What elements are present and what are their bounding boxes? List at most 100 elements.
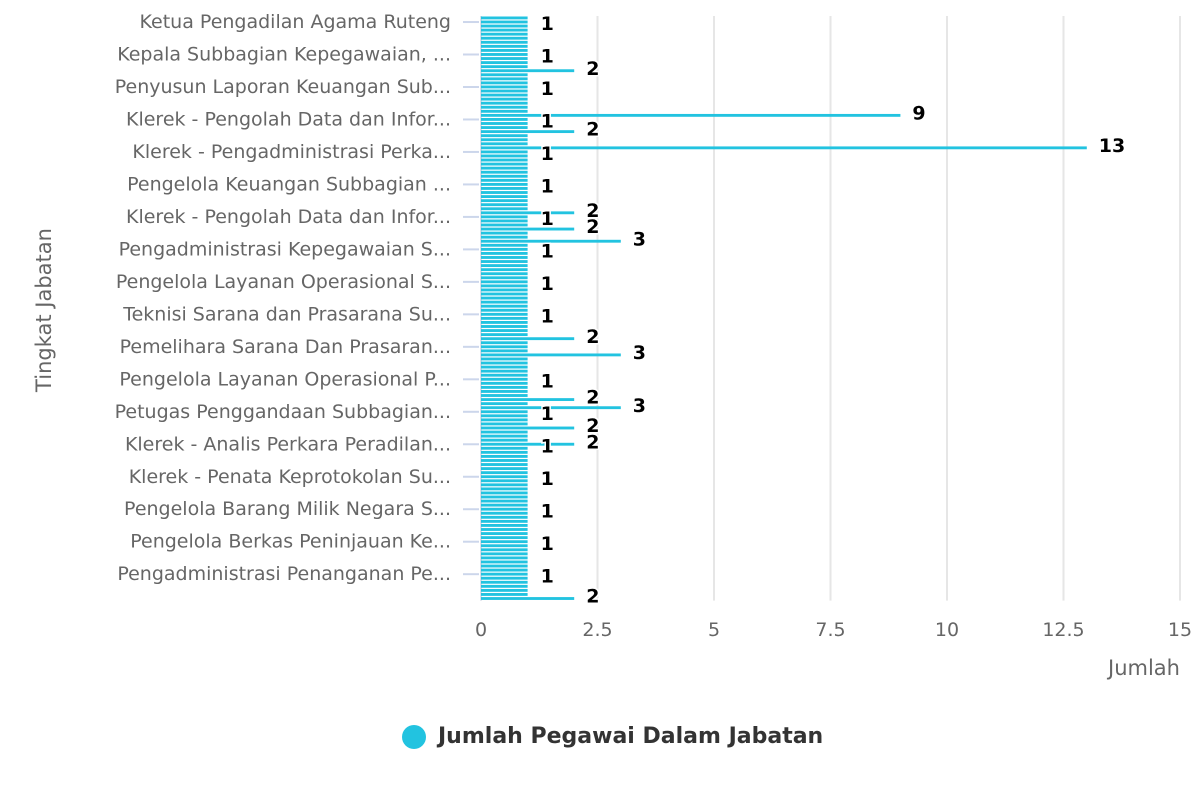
bar[interactable] bbox=[481, 560, 528, 564]
bar[interactable] bbox=[481, 532, 528, 535]
bar[interactable] bbox=[481, 454, 528, 458]
bar[interactable] bbox=[481, 410, 528, 414]
bar[interactable] bbox=[481, 381, 528, 385]
bar[interactable] bbox=[481, 337, 575, 341]
bar[interactable] bbox=[481, 564, 528, 568]
bar[interactable] bbox=[481, 528, 528, 531]
bar[interactable] bbox=[481, 231, 528, 235]
bar[interactable] bbox=[481, 296, 528, 300]
bar[interactable] bbox=[481, 109, 528, 113]
bar[interactable] bbox=[481, 524, 528, 527]
bar[interactable] bbox=[481, 150, 528, 154]
bar[interactable] bbox=[481, 487, 528, 491]
bar[interactable] bbox=[481, 434, 528, 438]
bar[interactable] bbox=[481, 418, 528, 422]
bar[interactable] bbox=[481, 280, 528, 284]
bar[interactable] bbox=[481, 268, 528, 272]
bar[interactable] bbox=[481, 390, 528, 393]
bar[interactable] bbox=[481, 373, 528, 377]
bar[interactable] bbox=[481, 105, 528, 109]
bar[interactable] bbox=[481, 170, 528, 174]
bar[interactable] bbox=[481, 450, 528, 454]
bar[interactable] bbox=[481, 349, 528, 353]
bar[interactable] bbox=[481, 28, 528, 32]
bar[interactable] bbox=[481, 219, 528, 223]
bar[interactable] bbox=[481, 178, 528, 182]
bar[interactable] bbox=[481, 77, 528, 81]
bar[interactable] bbox=[481, 97, 528, 101]
bar[interactable] bbox=[481, 207, 528, 211]
bar[interactable] bbox=[481, 276, 528, 280]
bar[interactable] bbox=[481, 503, 528, 507]
bar[interactable] bbox=[481, 227, 575, 231]
bar[interactable] bbox=[481, 182, 528, 186]
bar[interactable] bbox=[481, 552, 528, 556]
bar[interactable] bbox=[481, 385, 528, 389]
bar[interactable] bbox=[481, 288, 528, 292]
bar[interactable] bbox=[481, 154, 528, 158]
bar[interactable] bbox=[481, 48, 528, 52]
bar[interactable] bbox=[481, 495, 528, 499]
bar[interactable] bbox=[481, 113, 901, 117]
bar[interactable] bbox=[481, 333, 528, 337]
bar[interactable] bbox=[481, 491, 528, 495]
bar[interactable] bbox=[481, 475, 528, 479]
bar[interactable] bbox=[481, 101, 528, 105]
bar[interactable] bbox=[481, 572, 528, 576]
bar[interactable] bbox=[481, 544, 528, 548]
bar[interactable] bbox=[481, 211, 575, 215]
legend-item[interactable]: Jumlah Pegawai Dalam Jabatan bbox=[402, 724, 823, 749]
bar[interactable] bbox=[481, 187, 528, 190]
bar[interactable] bbox=[481, 215, 528, 219]
bar[interactable] bbox=[481, 321, 528, 324]
bar[interactable] bbox=[481, 142, 528, 146]
bar[interactable] bbox=[481, 85, 528, 89]
bar[interactable] bbox=[481, 20, 528, 24]
bar[interactable] bbox=[481, 580, 528, 584]
bar[interactable] bbox=[481, 588, 528, 592]
bar[interactable] bbox=[481, 515, 528, 519]
bar[interactable] bbox=[481, 467, 528, 471]
bar[interactable] bbox=[481, 134, 528, 138]
bar[interactable] bbox=[481, 272, 528, 276]
bar[interactable] bbox=[481, 345, 528, 349]
bar[interactable] bbox=[481, 199, 528, 203]
bar[interactable] bbox=[481, 57, 528, 60]
bar[interactable] bbox=[481, 53, 528, 56]
bar[interactable] bbox=[481, 292, 528, 296]
bar[interactable] bbox=[481, 593, 528, 596]
bar[interactable] bbox=[481, 414, 528, 418]
bar[interactable] bbox=[481, 430, 528, 434]
bar[interactable] bbox=[481, 300, 528, 304]
bar[interactable] bbox=[481, 308, 528, 312]
bar[interactable] bbox=[481, 40, 528, 44]
bar[interactable] bbox=[481, 394, 528, 397]
bar[interactable] bbox=[481, 499, 528, 503]
bar[interactable] bbox=[481, 463, 528, 466]
bar[interactable] bbox=[481, 264, 528, 268]
bar[interactable] bbox=[481, 44, 528, 48]
bar[interactable] bbox=[481, 138, 528, 142]
bar[interactable] bbox=[481, 73, 528, 77]
bar[interactable] bbox=[481, 511, 528, 515]
bar[interactable] bbox=[481, 174, 528, 178]
bar[interactable] bbox=[481, 357, 528, 361]
bar[interactable] bbox=[481, 329, 528, 332]
bar[interactable] bbox=[481, 61, 528, 65]
bar[interactable] bbox=[481, 284, 528, 288]
bar[interactable] bbox=[481, 483, 528, 487]
bar[interactable] bbox=[481, 81, 528, 85]
bar[interactable] bbox=[481, 65, 528, 69]
bar[interactable] bbox=[481, 195, 528, 198]
bar[interactable] bbox=[481, 235, 528, 239]
bar[interactable] bbox=[481, 438, 528, 442]
bar[interactable] bbox=[481, 203, 528, 207]
bar[interactable] bbox=[481, 507, 528, 511]
bar[interactable] bbox=[481, 568, 528, 572]
bar[interactable] bbox=[481, 16, 528, 20]
bar[interactable] bbox=[481, 398, 575, 401]
bar[interactable] bbox=[481, 576, 528, 580]
bar[interactable] bbox=[481, 316, 528, 320]
bar[interactable] bbox=[481, 597, 575, 600]
bar[interactable] bbox=[481, 24, 528, 28]
